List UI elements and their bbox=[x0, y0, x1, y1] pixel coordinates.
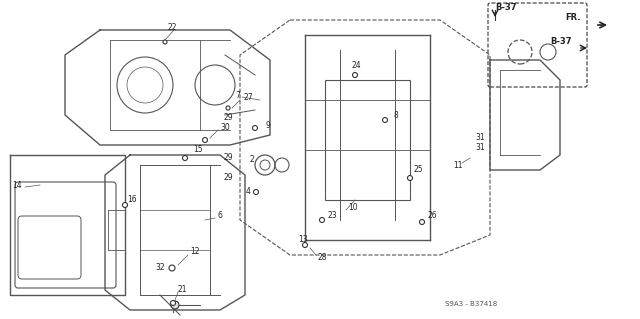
Text: 31: 31 bbox=[475, 144, 484, 152]
Text: 21: 21 bbox=[178, 286, 188, 294]
Circle shape bbox=[383, 117, 387, 122]
Circle shape bbox=[253, 189, 259, 195]
Text: 31: 31 bbox=[475, 133, 484, 143]
Text: 2: 2 bbox=[250, 155, 255, 165]
Circle shape bbox=[170, 300, 175, 306]
Text: S9A3 - B37418: S9A3 - B37418 bbox=[445, 301, 497, 307]
Circle shape bbox=[226, 106, 230, 110]
Text: B-37: B-37 bbox=[495, 4, 516, 12]
Circle shape bbox=[171, 301, 179, 309]
Text: 29: 29 bbox=[224, 174, 234, 182]
Text: 10: 10 bbox=[348, 204, 358, 212]
Text: 32: 32 bbox=[155, 263, 164, 272]
Circle shape bbox=[408, 175, 413, 181]
Text: 7: 7 bbox=[235, 91, 240, 100]
Text: FR.: FR. bbox=[565, 13, 580, 23]
Text: 25: 25 bbox=[413, 166, 422, 174]
Circle shape bbox=[202, 137, 207, 143]
Circle shape bbox=[169, 265, 175, 271]
Circle shape bbox=[122, 203, 127, 207]
Text: 28: 28 bbox=[318, 254, 328, 263]
Text: 23: 23 bbox=[327, 211, 337, 219]
Text: 4: 4 bbox=[246, 188, 251, 197]
Circle shape bbox=[353, 72, 358, 78]
Text: 9: 9 bbox=[265, 121, 270, 130]
Circle shape bbox=[253, 125, 257, 130]
Bar bbox=[325, 80, 410, 200]
Text: 12: 12 bbox=[190, 248, 200, 256]
Text: 11: 11 bbox=[453, 160, 463, 169]
Text: 26: 26 bbox=[427, 211, 436, 219]
Text: 30: 30 bbox=[220, 123, 230, 132]
Circle shape bbox=[182, 155, 188, 160]
Circle shape bbox=[319, 218, 324, 222]
Text: 8: 8 bbox=[393, 110, 397, 120]
Circle shape bbox=[163, 40, 167, 44]
Text: 29: 29 bbox=[224, 114, 234, 122]
Text: 24: 24 bbox=[352, 61, 362, 70]
Text: 29: 29 bbox=[224, 153, 234, 162]
Text: 15: 15 bbox=[193, 145, 203, 154]
Text: 16: 16 bbox=[127, 196, 136, 204]
Circle shape bbox=[419, 219, 424, 225]
Text: 14: 14 bbox=[12, 181, 22, 189]
Text: B-37: B-37 bbox=[550, 38, 572, 47]
Text: 27: 27 bbox=[243, 93, 253, 102]
Circle shape bbox=[303, 242, 307, 248]
Text: 13: 13 bbox=[298, 235, 308, 244]
Text: 22: 22 bbox=[168, 24, 177, 33]
Text: 6: 6 bbox=[218, 211, 223, 219]
